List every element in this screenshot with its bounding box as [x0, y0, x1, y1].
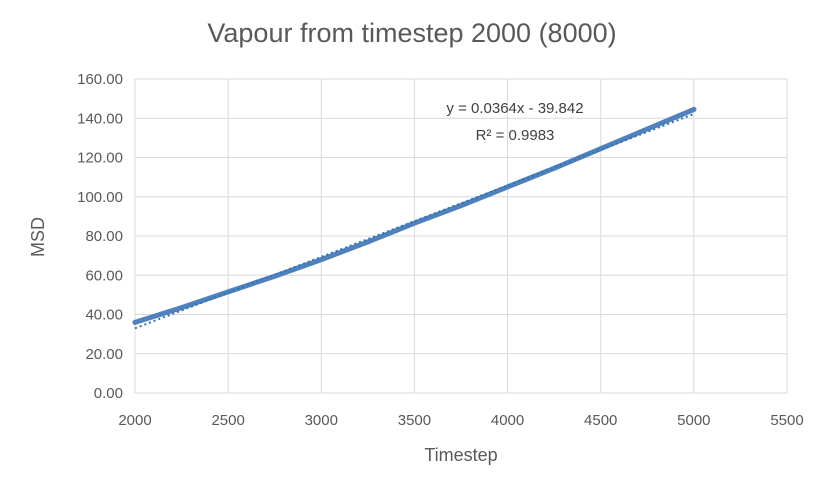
x-tick-label: 3500 — [398, 412, 431, 429]
data-point — [132, 319, 138, 325]
x-tick-label: 4000 — [491, 412, 524, 429]
y-axis-label: MSD — [28, 217, 48, 257]
y-axis: 0.00 20.00 40.00 60.00 80.00 100.00 120.00 140.… — [77, 71, 123, 402]
x-tick-label: 3000 — [305, 412, 338, 429]
y-tick-label: 20.00 — [85, 346, 123, 363]
data-point — [598, 146, 604, 152]
y-tick-label: 100.00 — [77, 189, 123, 206]
data-point — [644, 126, 650, 132]
y-tick-label: 40.00 — [85, 307, 123, 324]
x-tick-label: 5000 — [677, 412, 710, 429]
trendline-equation: y = 0.0364x - 39.842 — [446, 100, 583, 117]
y-tick-label: 60.00 — [85, 267, 123, 284]
x-tick-label: 2000 — [118, 412, 151, 429]
data-point — [365, 239, 371, 245]
data-point — [318, 257, 324, 263]
x-tick-label: 2500 — [211, 412, 244, 429]
chart-title: Vapour from timestep 2000 (8000) — [207, 18, 616, 48]
y-tick-label: 120.00 — [77, 150, 123, 167]
x-tick-label: 4500 — [584, 412, 617, 429]
data-point — [179, 305, 185, 311]
y-tick-label: 0.00 — [94, 385, 123, 402]
data-point — [411, 220, 417, 226]
x-tick-label: 5500 — [770, 412, 803, 429]
x-axis-label: Timestep — [424, 445, 497, 465]
data-point — [691, 106, 697, 112]
grid — [134, 78, 788, 394]
x-axis: 2000 2500 3000 3500 4000 4500 5000 5500 — [118, 412, 803, 429]
trendline-r-squared: R² = 0.9983 — [476, 127, 555, 144]
data-point — [458, 203, 464, 209]
y-tick-label: 140.00 — [77, 110, 123, 127]
y-tick-label: 80.00 — [85, 228, 123, 245]
y-tick-label: 160.00 — [77, 71, 123, 88]
